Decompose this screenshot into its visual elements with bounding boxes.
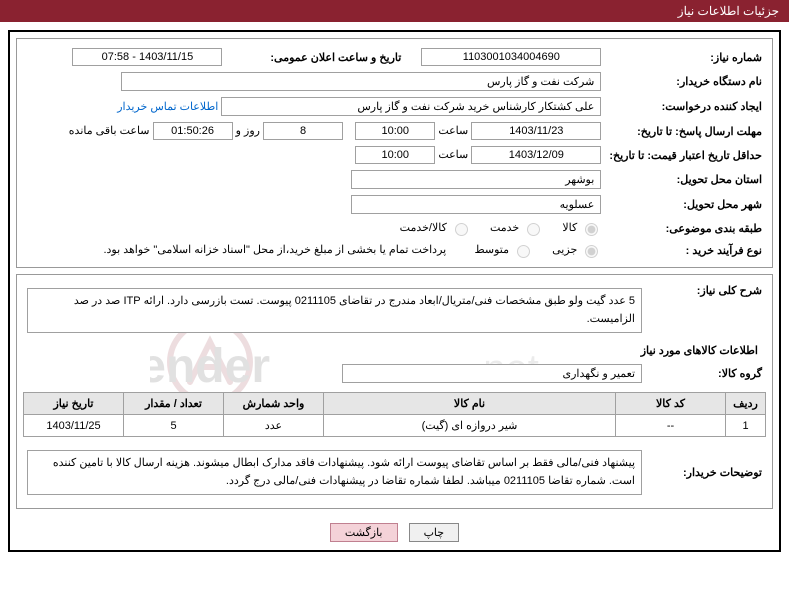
creator-value: علی کشتکار کارشناس خرید شرکت نفت و گاز پ… [221, 97, 601, 116]
cat-radio-service[interactable]: خدمت [490, 222, 543, 234]
city-value: عسلویه [351, 195, 601, 214]
cell-unit: عدد [224, 415, 324, 437]
cell-date: 1403/11/25 [24, 415, 124, 437]
cat-service-text: خدمت [490, 222, 519, 234]
items-section-title: اطلاعات کالاهای مورد نیاز [23, 340, 766, 361]
cat-goods-text: کالا [562, 222, 577, 234]
col-unit: واحد شمارش [224, 393, 324, 415]
validity-label: حداقل تاریخ اعتبار قیمت: تا تاریخ: [605, 143, 766, 167]
back-button[interactable]: بازگشت [330, 523, 398, 542]
item-group-label: گروه کالا: [646, 361, 766, 386]
buyer-org-value: شرکت نفت و گاز پارس [121, 72, 601, 91]
category-label: طبقه بندی موضوعی: [605, 217, 766, 239]
days-remaining: 8 [263, 122, 343, 140]
request-no-label: شماره نیاز: [605, 45, 766, 69]
city-label: شهر محل تحویل: [605, 192, 766, 217]
time-remaining-label: ساعت باقی مانده [69, 125, 150, 137]
cell-name: شیر دروازه ای (گیت) [324, 415, 616, 437]
cat-both-text: کالا/خدمت [400, 222, 447, 234]
creator-label: ایجاد کننده درخواست: [605, 94, 766, 119]
announce-label: تاریخ و ساعت اعلان عمومی: [226, 45, 405, 69]
hour-label-1: ساعت [438, 125, 468, 137]
cat-radio-goods[interactable]: کالا [562, 222, 601, 234]
validity-time: 10:00 [355, 146, 435, 164]
request-info-table: شماره نیاز: 1103001034004690 تاریخ و ساع… [23, 45, 766, 261]
items-table: ردیف کد کالا نام کالا واحد شمارش تعداد /… [23, 392, 766, 437]
proc-minor-text: جزیی [552, 244, 577, 256]
buyer-notes-label: توضیحات خریدار: [646, 443, 766, 502]
cell-row: 1 [726, 415, 766, 437]
process-note: پرداخت تمام یا بخشی از مبلغ خرید،از محل … [103, 244, 446, 256]
request-info-fieldset: شماره نیاز: 1103001034004690 تاریخ و ساع… [16, 38, 773, 268]
summary-text: 5 عدد گیت ولو طبق مشخصات فنی/متریال/ابعا… [27, 288, 642, 333]
request-no-value: 1103001034004690 [421, 48, 601, 66]
summary-label: شرح کلی نیاز: [646, 281, 766, 340]
validity-date: 1403/12/09 [471, 146, 601, 164]
main-panel: AriaTender .net شماره نیاز: 110300103400… [8, 30, 781, 552]
province-value: بوشهر [351, 170, 601, 189]
province-label: استان محل تحویل: [605, 167, 766, 192]
col-name: نام کالا [324, 393, 616, 415]
print-button[interactable]: چاپ [409, 523, 460, 542]
cell-qty: 5 [124, 415, 224, 437]
days-remaining-label: روز و [236, 125, 260, 137]
page-header: جزئیات اطلاعات نیاز [0, 0, 789, 22]
col-row: ردیف [726, 393, 766, 415]
deadline-date: 1403/11/23 [471, 122, 601, 140]
page-title: جزئیات اطلاعات نیاز [678, 4, 779, 18]
deadline-label: مهلت ارسال پاسخ: تا تاریخ: [605, 119, 766, 143]
time-remaining: 01:50:26 [153, 122, 233, 140]
proc-radio-medium[interactable]: متوسط [474, 244, 533, 256]
col-date: تاریخ نیاز [24, 393, 124, 415]
item-group-value: تعمیر و نگهداری [342, 364, 642, 383]
summary-fieldset: شرح کلی نیاز: 5 عدد گیت ولو طبق مشخصات ف… [16, 274, 773, 509]
col-qty: تعداد / مقدار [124, 393, 224, 415]
deadline-time: 10:00 [355, 122, 435, 140]
table-row: 1 -- شیر دروازه ای (گیت) عدد 5 1403/11/2… [24, 415, 766, 437]
table-header-row: ردیف کد کالا نام کالا واحد شمارش تعداد /… [24, 393, 766, 415]
process-label: نوع فرآیند خرید : [605, 239, 766, 261]
buyer-notes-text: پیشنهاد فنی/مالی فقط بر اساس تقاضای پیوس… [27, 450, 642, 495]
hour-label-2: ساعت [438, 149, 468, 161]
col-code: کد کالا [616, 393, 726, 415]
cell-code: -- [616, 415, 726, 437]
button-row: چاپ بازگشت [10, 515, 779, 550]
proc-radio-minor[interactable]: جزیی [552, 244, 601, 256]
buyer-contact-link[interactable]: اطلاعات تماس خریدار [117, 101, 218, 113]
cat-radio-both[interactable]: کالا/خدمت [400, 222, 471, 234]
proc-medium-text: متوسط [474, 244, 509, 256]
announce-value: 1403/11/15 - 07:58 [72, 48, 222, 66]
buyer-org-label: نام دستگاه خریدار: [605, 69, 766, 94]
